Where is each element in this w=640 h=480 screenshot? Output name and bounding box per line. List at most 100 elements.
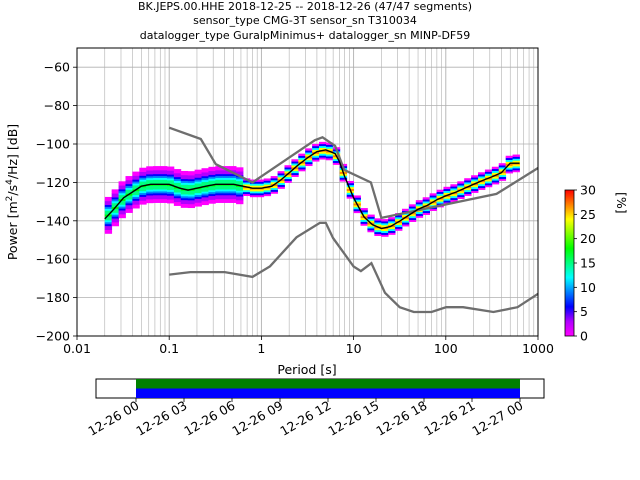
heat-cell (166, 170, 175, 173)
heat-cell (180, 190, 189, 193)
coverage-tick-label: 12-26 03 (133, 398, 189, 439)
heat-cell (388, 219, 396, 222)
heat-cell (139, 167, 147, 171)
y-tick-label: −120 (36, 175, 70, 190)
heat-cell (457, 187, 465, 190)
heat-cell (491, 172, 500, 175)
heat-cell (160, 181, 168, 184)
heat-cell (450, 184, 458, 187)
x-tick-label: 1 (257, 341, 265, 356)
heat-cell (478, 185, 486, 189)
heat-cell (104, 198, 113, 202)
heat-cell (201, 172, 209, 175)
heat-cell (408, 204, 417, 207)
heat-cell (443, 188, 451, 192)
heat-cell (319, 155, 327, 158)
heat-cell (305, 148, 313, 151)
heat-cell (166, 187, 175, 190)
heat-cell (388, 226, 396, 230)
heat-cell (201, 193, 209, 196)
heat-cell (194, 171, 202, 174)
heat-cell (180, 203, 189, 206)
heat-cell (312, 155, 320, 158)
heat-cell (263, 188, 272, 191)
heat-cell (512, 158, 520, 161)
heat-cell (139, 202, 147, 205)
x-tick-label: 10 (346, 341, 362, 356)
heat-cell (194, 169, 202, 172)
heat-cell (284, 169, 292, 172)
colorbar-tick-label: 30 (580, 183, 596, 198)
heat-cell (478, 176, 486, 179)
heat-cell (132, 190, 140, 194)
heat-cell (139, 192, 147, 196)
heat-cell (325, 146, 334, 149)
heat-cell (160, 194, 168, 198)
heat-cell (408, 215, 417, 219)
heat-cell (305, 154, 313, 157)
heat-cell (249, 194, 258, 198)
heat-cell (436, 191, 444, 194)
heat-cell (298, 168, 306, 172)
heat-cell (111, 214, 119, 217)
heat-cell (236, 201, 244, 205)
heat-cell (339, 179, 348, 182)
heat-cell (422, 212, 431, 215)
heat-cell (153, 200, 161, 203)
heat-cell (160, 168, 168, 171)
heat-cell (236, 192, 244, 195)
heat-cell (166, 168, 175, 171)
heat-cell (374, 222, 382, 225)
heat-cell (512, 169, 520, 173)
heat-cell (512, 168, 520, 171)
heat-cell (395, 215, 403, 218)
heat-cell (132, 196, 140, 199)
heat-cell (111, 198, 119, 202)
heat-cell (256, 191, 265, 194)
heat-cell (132, 171, 140, 174)
heat-cell (215, 187, 223, 190)
heat-cell (104, 225, 113, 229)
heat-cell (457, 190, 465, 194)
heat-cell (464, 191, 472, 194)
heat-cell (284, 178, 292, 181)
heat-cell (222, 189, 230, 192)
heat-cell (450, 186, 458, 189)
heat-cell (312, 145, 320, 149)
heat-cell (187, 199, 196, 203)
heat-cell (312, 143, 320, 147)
heat-cell (374, 218, 382, 221)
heat-cell (201, 177, 209, 181)
heat-cell (360, 219, 368, 222)
colorbar-tick-label: 25 (580, 207, 596, 222)
heat-cell (464, 182, 472, 185)
heat-cell (346, 180, 355, 184)
heat-cell (360, 221, 368, 224)
heat-cell (319, 147, 327, 150)
title-line-2: sensor_type CMG-3T sensor_sn T310034 (193, 14, 417, 27)
heat-cell (118, 185, 126, 188)
heat-cell (229, 166, 237, 169)
heat-cell (325, 148, 334, 151)
heat-cell (118, 215, 126, 219)
heat-cell (222, 169, 230, 173)
heat-cell (208, 186, 216, 189)
heat-cell (229, 175, 237, 178)
heat-cell (132, 198, 140, 201)
heat-cell (118, 194, 126, 198)
heat-cell (180, 172, 189, 176)
x-tick-label: 100 (434, 341, 458, 356)
heat-cell (229, 173, 237, 177)
y-tick-label: −160 (36, 252, 70, 267)
heat-cell (374, 227, 382, 231)
heat-cell (125, 181, 133, 185)
heat-cell (229, 169, 237, 173)
heat-cell (160, 179, 168, 182)
heat-cell (298, 167, 306, 170)
heat-cell (222, 187, 230, 190)
heat-cell (222, 198, 230, 202)
heat-cell (263, 178, 272, 181)
colorbar-tick-label: 20 (580, 231, 596, 246)
heat-cell (388, 220, 396, 224)
heat-cell (471, 181, 479, 184)
